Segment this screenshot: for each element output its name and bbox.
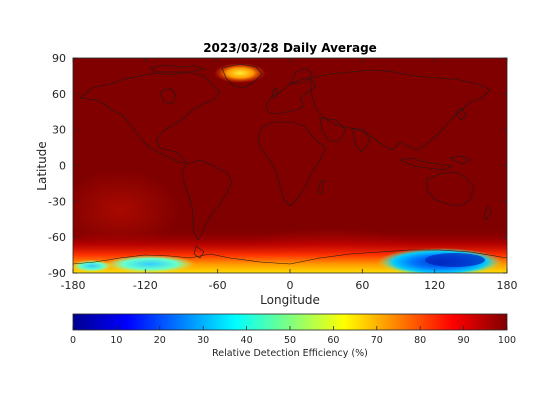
coast-madagascar: [317, 179, 325, 195]
coast-australia: [425, 171, 475, 207]
coast-indonesia: [399, 157, 453, 171]
x-tick-label: -60: [209, 279, 227, 292]
coast-arabia: [319, 117, 347, 143]
coastlines: [73, 63, 507, 265]
x-axis-ticks: -180 -120 -60 0 60 120 180: [61, 58, 518, 292]
x-tick-label: 180: [497, 279, 518, 292]
coast-hudson-bay: [159, 87, 177, 105]
coast-north-america: [79, 71, 221, 164]
colorbar-tick-label: 10: [110, 335, 122, 346]
coast-greenland: [221, 63, 263, 89]
y-tick-label: 60: [52, 88, 66, 101]
colorbar-tick-label: 100: [498, 335, 516, 346]
coast-british-isles: [271, 87, 279, 99]
coast-scandinavia: [289, 67, 313, 85]
antarctic-cyan-anomaly: [105, 255, 195, 273]
colorbar-ticks: 0 10 20 30 40 50 60 70 80 90 100: [70, 326, 516, 346]
y-axis-label: Latitude: [35, 141, 49, 190]
y-tick-label: 90: [52, 52, 66, 65]
coast-arctic-islands: [149, 64, 206, 73]
coast-europe: [265, 77, 317, 115]
antarctic-cyan-anomaly-far-west: [73, 260, 112, 272]
coast-antarctica: [73, 249, 507, 265]
y-tick-label: -90: [48, 267, 66, 280]
colorbar-tick-label: 80: [414, 335, 426, 346]
coast-new-guinea: [449, 155, 471, 165]
colorbar-tick-label: 0: [70, 335, 76, 346]
coast-asia: [309, 69, 491, 151]
x-tick-label: 60: [355, 279, 369, 292]
y-axis-ticks: 90 60 30 0 -30 -60 -90: [48, 52, 507, 280]
x-tick-label: -120: [133, 279, 158, 292]
colorbar-tick-label: 20: [154, 335, 166, 346]
x-tick-label: -180: [61, 279, 86, 292]
y-tick-label: -60: [48, 231, 66, 244]
colorbar-tick-label: 40: [241, 335, 253, 346]
y-tick-label: 0: [59, 160, 66, 173]
x-tick-label: 120: [424, 279, 445, 292]
y-tick-label: -30: [48, 195, 66, 208]
colorbar-tick-label: 30: [197, 335, 209, 346]
coast-antarctic-peninsula: [193, 245, 205, 259]
map-title: 2023/03/28 Daily Average: [203, 41, 377, 55]
coast-new-zealand: [483, 205, 493, 221]
efficiency-map-plot: [73, 58, 507, 273]
coast-japan: [455, 107, 467, 121]
colorbar-tick-label: 70: [371, 335, 383, 346]
colorbar-tick-label: 60: [327, 335, 339, 346]
coast-africa: [257, 121, 327, 207]
x-axis-label: Longitude: [260, 293, 320, 307]
y-tick-label: 30: [52, 124, 66, 137]
coast-india: [351, 127, 371, 153]
colorbar-tick-label: 90: [458, 335, 470, 346]
x-tick-label: 0: [287, 279, 294, 292]
coast-south-america: [181, 159, 233, 241]
colorbar-label: Relative Detection Efficiency (%): [212, 348, 368, 359]
colorbar-tick-label: 50: [284, 335, 296, 346]
arctic-yellow-anomaly: [214, 63, 266, 83]
antarctic-blue-core: [425, 253, 485, 267]
